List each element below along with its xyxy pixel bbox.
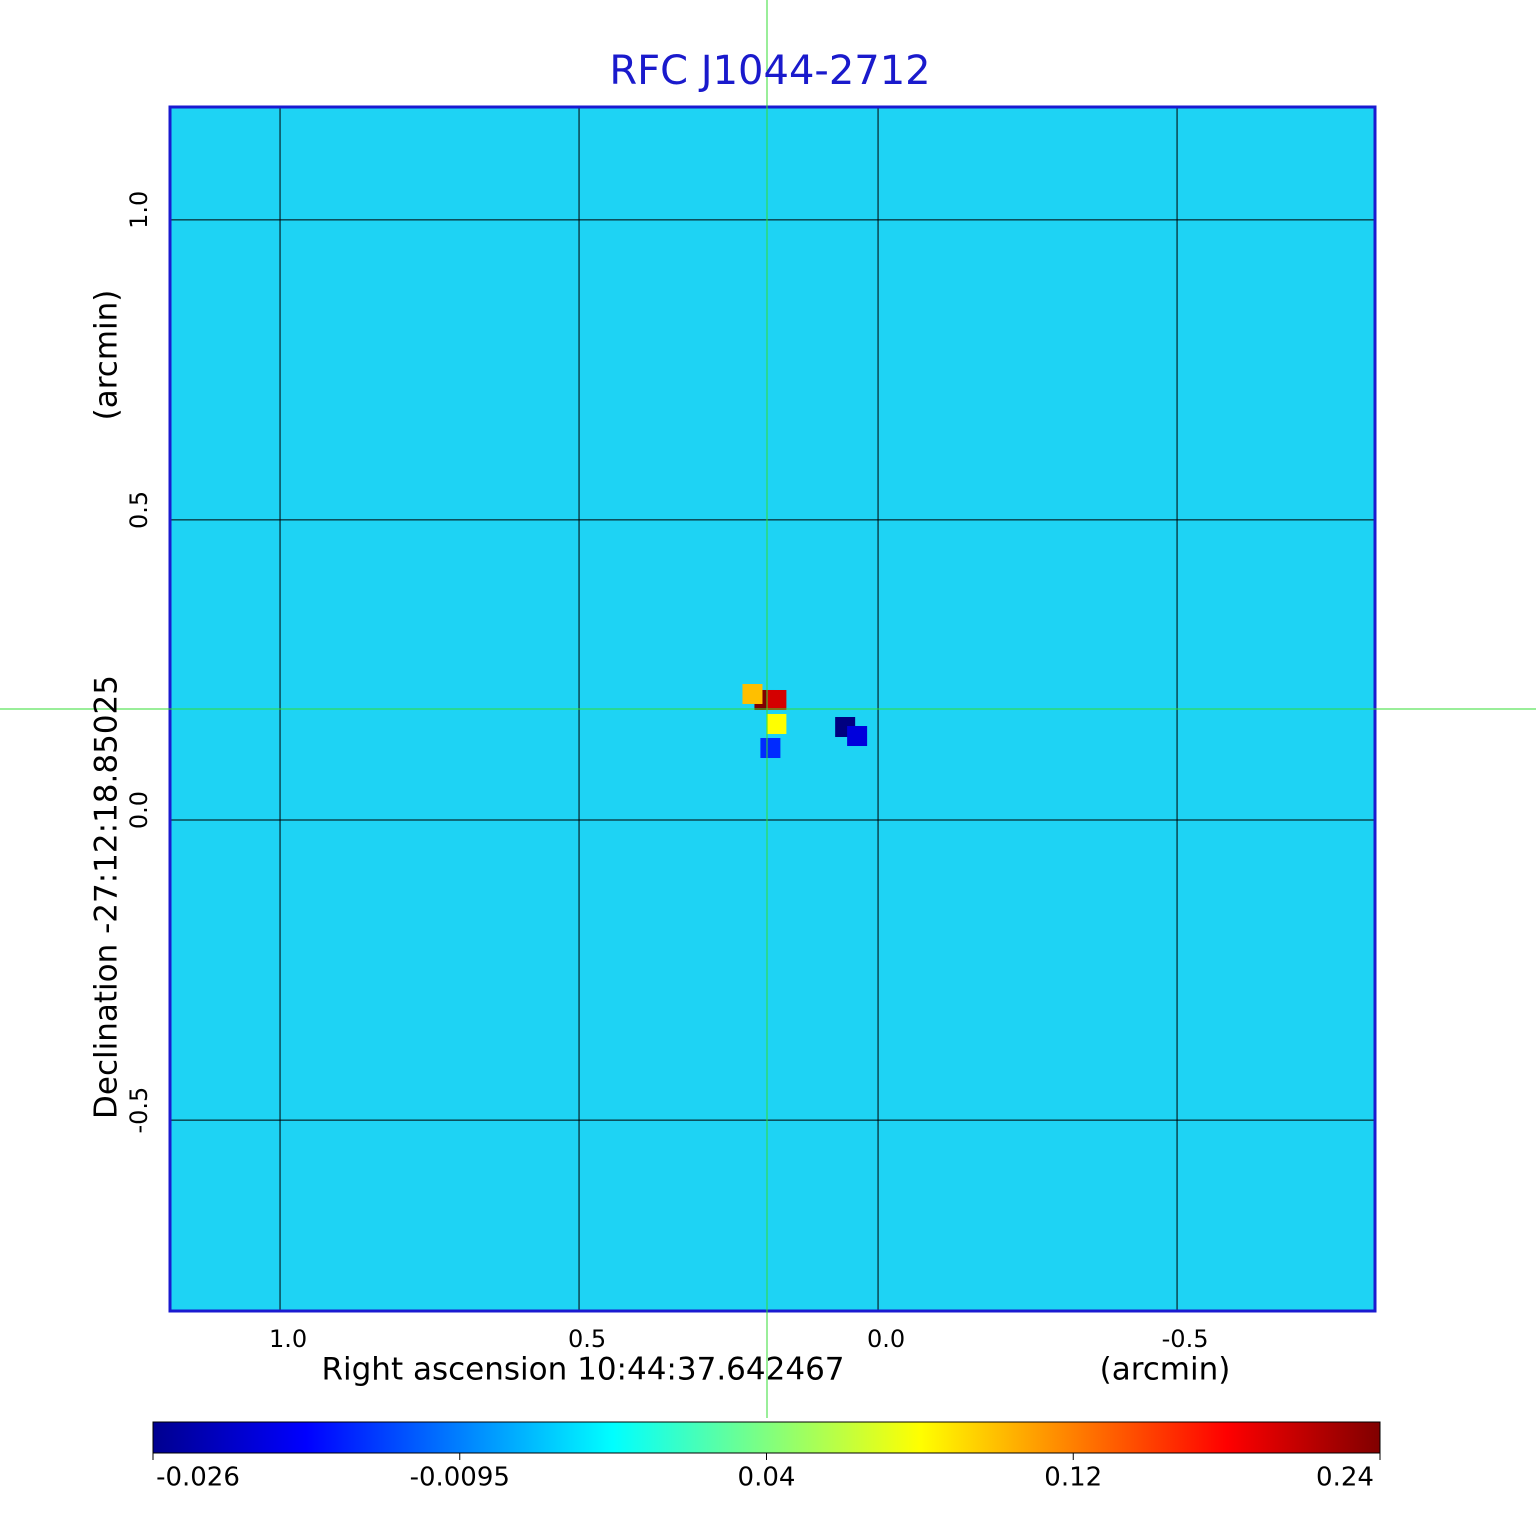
colorbar-tick-label: 0.24 (1316, 1463, 1374, 1493)
x-tick-label: -0.5 (1162, 1325, 1209, 1353)
image-pixel (760, 738, 781, 759)
x-tick-label: 1.0 (269, 1325, 307, 1353)
colorbar-tick-label: 0.04 (738, 1463, 796, 1493)
image-pixel (847, 726, 868, 747)
y-tick-label: 1.0 (125, 191, 153, 229)
colorbar-tick-label: -0.0095 (410, 1463, 510, 1493)
colorbar-tick-label: 0.12 (1044, 1463, 1102, 1493)
x-axis-label: Right ascension 10:44:37.642467 (321, 1352, 844, 1388)
x-axis-unit: (arcmin) (1100, 1352, 1231, 1388)
y-axis-unit: (arcmin) (89, 290, 125, 421)
y-tick-label: -0.5 (125, 1087, 153, 1134)
image-pixel (742, 683, 763, 704)
y-tick-label: 0.5 (125, 491, 153, 529)
chart-title: RFC J1044-2712 (609, 48, 930, 94)
y-tick-label: 0.0 (125, 791, 153, 829)
y-axis-label: Declination -27:12:18.85025 (89, 675, 125, 1119)
image-pixel (766, 689, 787, 710)
colorbar (152, 1421, 1381, 1454)
x-tick-label: 0.5 (568, 1325, 606, 1353)
colorbar-tick-label: -0.026 (156, 1463, 240, 1493)
image-pixel (766, 714, 787, 735)
x-tick-label: 0.0 (867, 1325, 905, 1353)
